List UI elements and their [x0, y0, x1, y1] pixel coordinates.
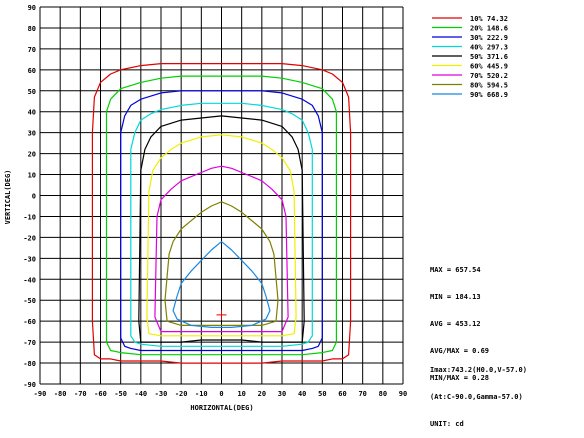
- x-tick-label: 50: [318, 390, 326, 398]
- imax-value: Imax:743.2(H0.0,V-57.0): [430, 366, 527, 374]
- legend-label: 80% 594.5: [470, 82, 508, 90]
- y-tick-label: 70: [28, 46, 36, 54]
- y-tick-label: -20: [23, 234, 36, 242]
- x-tick-label: 30: [278, 390, 286, 398]
- y-tick-label: -50: [23, 297, 36, 305]
- x-axis-label: HORIZONTAL(DEG): [190, 404, 253, 412]
- y-tick-label: 60: [28, 67, 36, 75]
- y-tick-label: -60: [23, 318, 36, 326]
- x-tick-label: 80: [379, 390, 387, 398]
- y-tick-label: 30: [28, 130, 36, 138]
- x-tick-label: -60: [94, 390, 107, 398]
- series-line-2: [105, 75, 337, 356]
- legend-label: 40% 297.3: [470, 44, 508, 52]
- imax-angle: (At:C-90.0,Gamma-57.0): [430, 393, 523, 401]
- x-tick-label: 0: [219, 390, 223, 398]
- x-tick-label: -50: [114, 390, 127, 398]
- legend-label: 60% 445.9: [470, 63, 508, 71]
- imax-block: Imax:743.2(H0.0,V-57.0) (At:C-90.0,Gamma…: [430, 348, 527, 438]
- y-tick-label: 10: [28, 172, 36, 180]
- y-tick-label: 80: [28, 25, 36, 33]
- x-tick-label: -80: [54, 390, 67, 398]
- y-axis-label: VERTICAL(DEG): [4, 170, 12, 225]
- x-tick-label: -70: [74, 390, 87, 398]
- stat-avg-max: AVG/MAX = 0.69: [430, 347, 490, 355]
- series-line-1: [91, 62, 352, 364]
- y-tick-label: 40: [28, 109, 36, 117]
- series-line-7: [154, 165, 289, 333]
- stats-block: MAX = 657.54 MIN = 184.13 AVG = 453.12 A…: [430, 248, 489, 392]
- stat-min-max: MIN/MAX = 0.28: [430, 374, 490, 382]
- x-tick-label: 90: [399, 390, 407, 398]
- series-line-4: [130, 102, 313, 347]
- stat-avg: AVG = 453.12: [430, 320, 481, 328]
- series-layer: [91, 62, 352, 364]
- x-tick-label: 10: [237, 390, 245, 398]
- x-tick-label: -90: [34, 390, 47, 398]
- y-tick-label: -90: [23, 381, 36, 389]
- y-tick-label: -30: [23, 255, 36, 263]
- x-tick-label: -30: [155, 390, 168, 398]
- legend-label: 30% 222.9: [470, 34, 508, 42]
- y-tick-label: -10: [23, 213, 36, 221]
- y-tick-label: 20: [28, 151, 36, 159]
- y-tick-label: -40: [23, 276, 36, 284]
- x-tick-label: 20: [258, 390, 266, 398]
- series-line-5: [138, 115, 305, 343]
- x-tick-label: -40: [135, 390, 148, 398]
- legend-label: 70% 520.2: [470, 72, 508, 80]
- series-line-3: [120, 90, 323, 352]
- legend-label: 50% 371.6: [470, 53, 508, 61]
- stat-max: MAX = 657.54: [430, 266, 481, 274]
- legend: 10% 74.32 20% 148.630% 222.9 40% 297.350% …: [432, 15, 508, 99]
- chart: -90 -80 -70 -60 -50 -40 -30 -20 -10 0 10 20 30 40 50 60…: [4, 4, 508, 412]
- tick-labels: -90 -80 -70 -60 -50 -40 -30 -20 -10 0 10 20 30 40 50 60…: [23, 4, 407, 398]
- y-tick-label: -70: [23, 339, 36, 347]
- unit-label: UNIT: cd: [430, 420, 464, 428]
- y-tick-label: 90: [28, 4, 36, 12]
- legend-label: 10% 74.32: [470, 15, 508, 23]
- series-line-6: [146, 134, 297, 337]
- series-line-9: [172, 241, 271, 328]
- x-tick-label: 70: [358, 390, 366, 398]
- x-tick-label: -10: [195, 390, 208, 398]
- legend-label: 20% 148.6: [470, 25, 508, 33]
- y-tick-label: 50: [28, 88, 36, 96]
- y-tick-label: 0: [32, 193, 36, 201]
- legend-label: 90% 668.9: [470, 91, 508, 99]
- y-tick-label: -80: [23, 360, 36, 368]
- x-tick-label: -20: [175, 390, 188, 398]
- x-tick-label: 40: [298, 390, 306, 398]
- stat-min: MIN = 184.13: [430, 293, 481, 301]
- x-tick-label: 60: [338, 390, 346, 398]
